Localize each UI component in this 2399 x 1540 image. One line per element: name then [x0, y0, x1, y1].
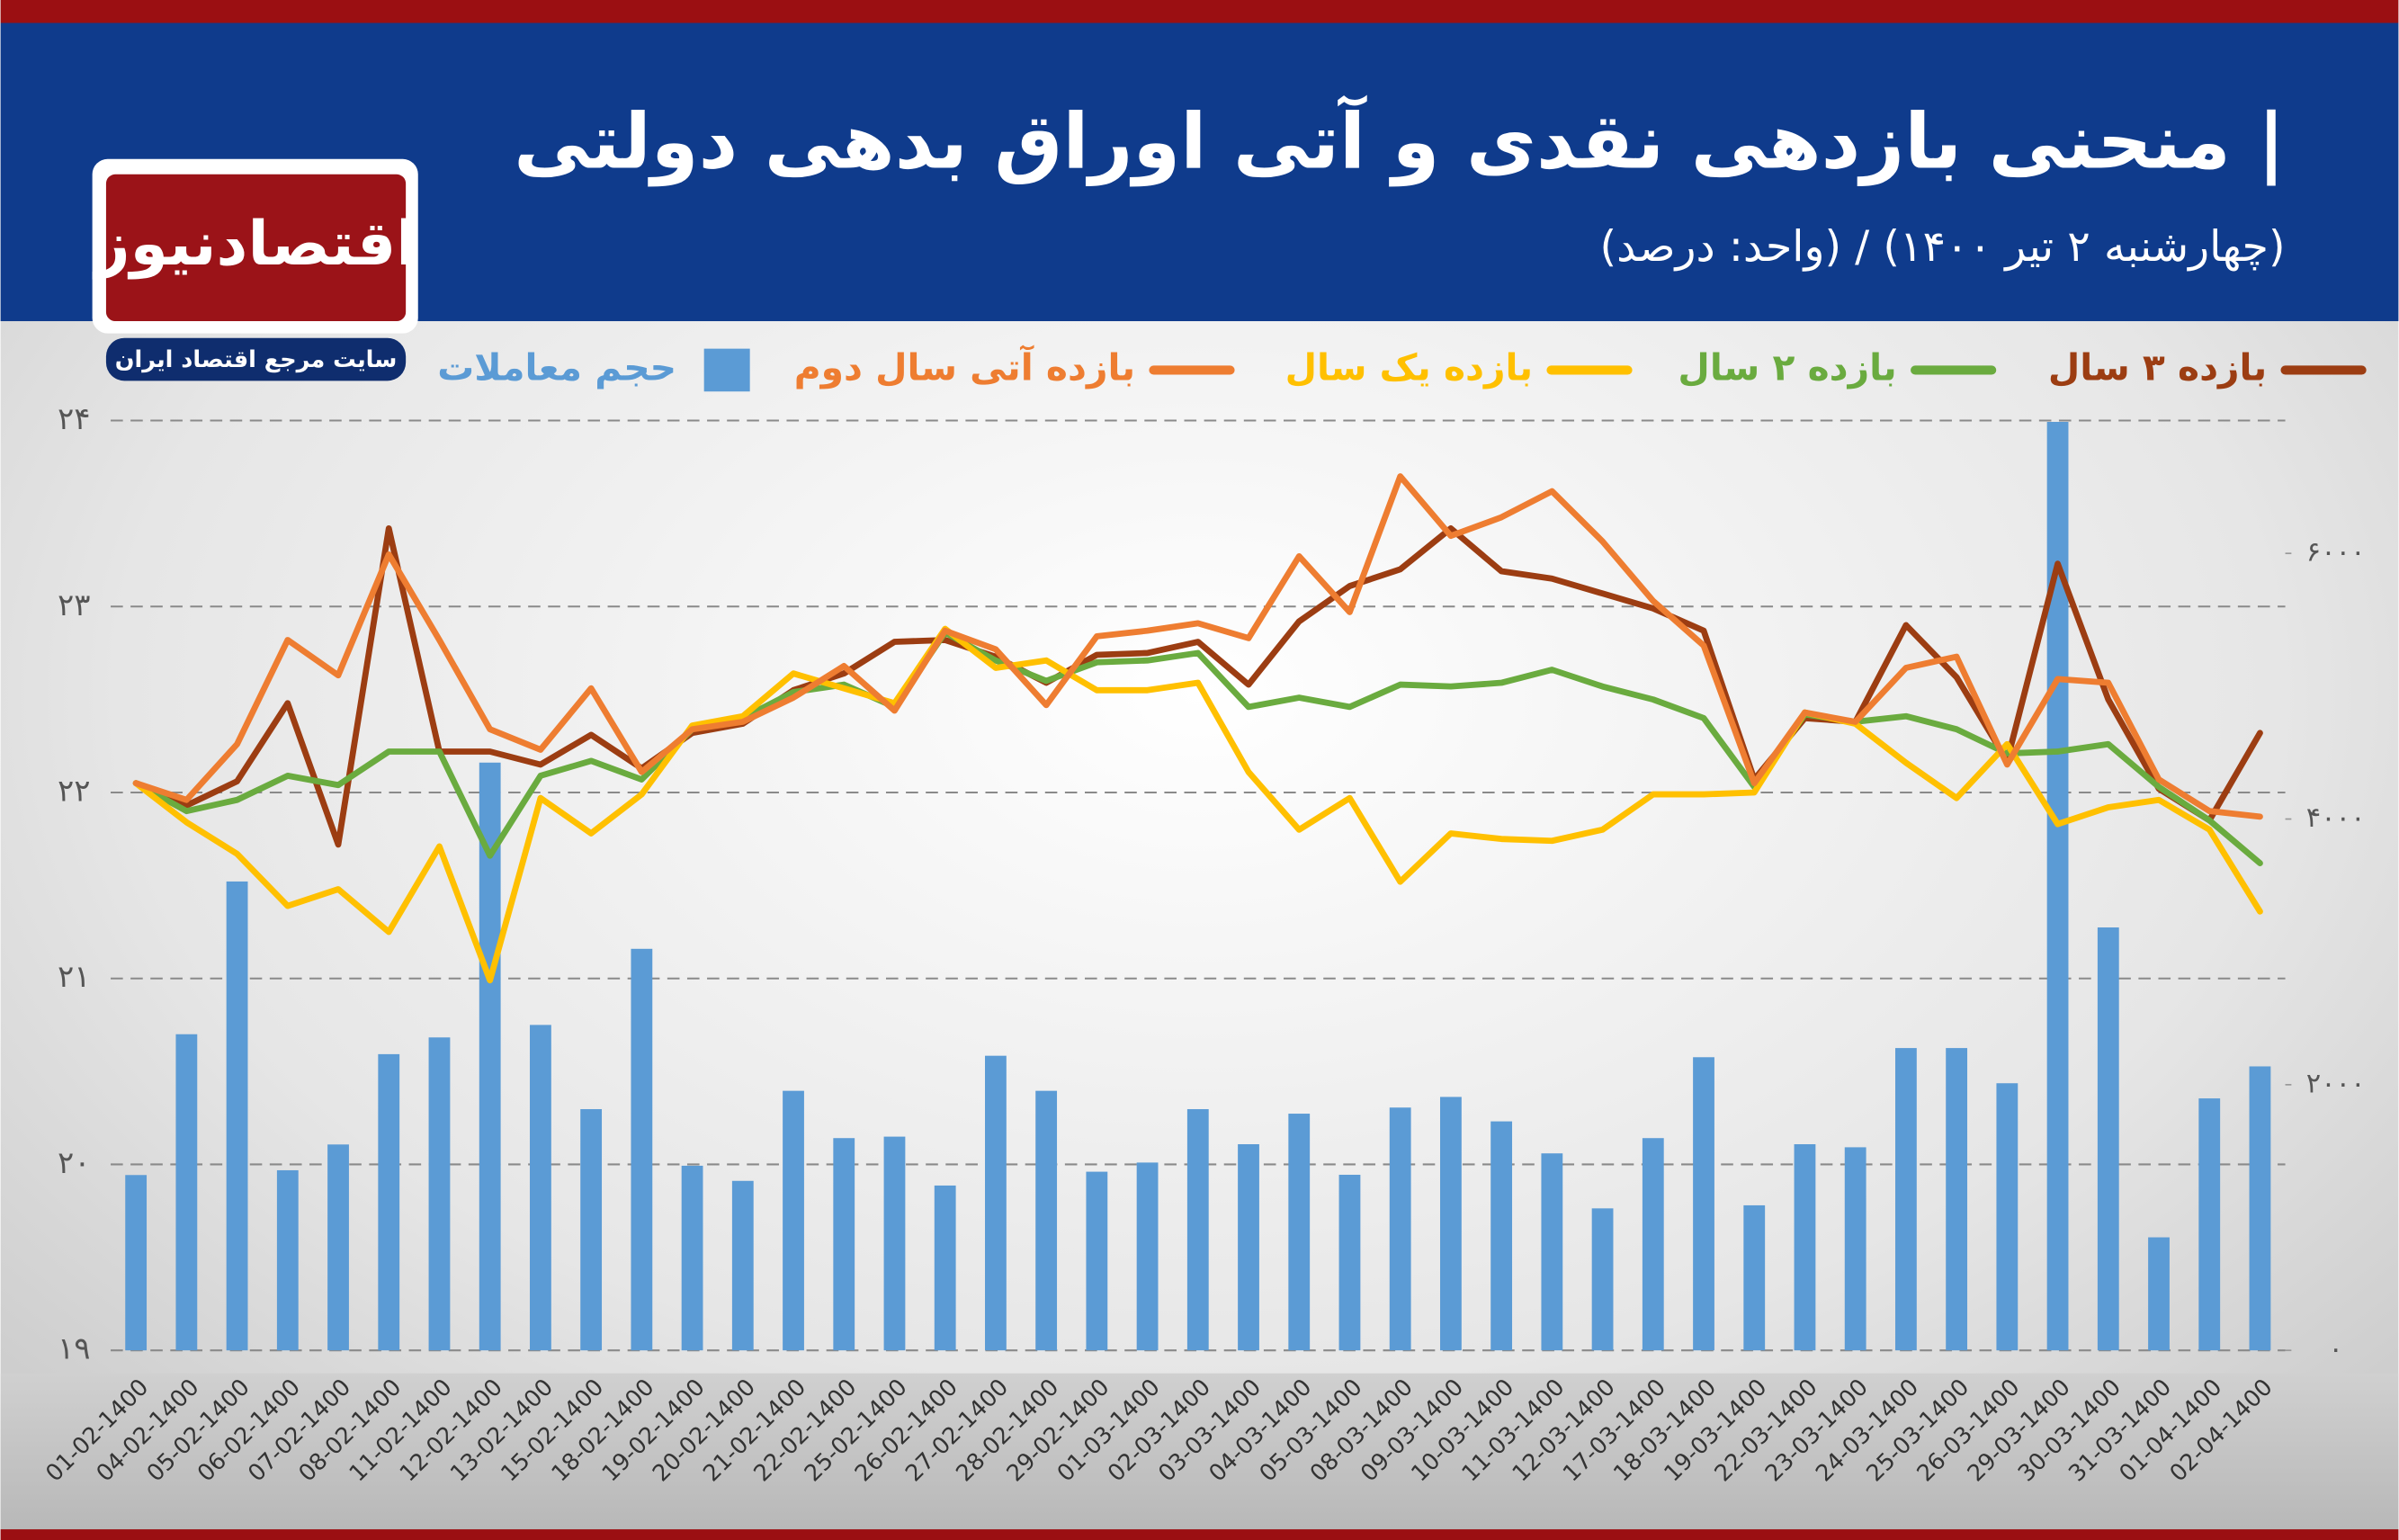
- line: [132, 525, 2263, 848]
- bar: [1136, 1162, 1159, 1351]
- bar: [226, 881, 248, 1351]
- bar: [2148, 1237, 2170, 1351]
- top-stripe: [0, 0, 2399, 23]
- y-tick-label: ۲۳: [58, 587, 91, 623]
- bar: [1794, 1144, 1816, 1351]
- line: [132, 625, 2263, 984]
- bar: [1996, 1083, 2019, 1351]
- bar: [833, 1138, 855, 1351]
- legend-swatch: [703, 348, 750, 392]
- bar: [631, 948, 653, 1351]
- y2-tick-label: ۰: [2328, 1334, 2342, 1365]
- y2-tick-label: ۲۰۰۰: [2306, 1068, 2366, 1099]
- bar: [2198, 1098, 2221, 1351]
- bar: [1238, 1144, 1259, 1351]
- legend-label: بازده یک سال: [1285, 345, 1533, 389]
- axis-band: [0, 1373, 2399, 1530]
- bottom-stripe: [0, 1529, 2399, 1540]
- logo-name: اقتصادنیوز: [92, 209, 416, 280]
- bar: [479, 762, 501, 1351]
- bar: [681, 1165, 703, 1351]
- bar: [783, 1090, 804, 1351]
- y-tick-label: ۱۹: [58, 1331, 91, 1367]
- bar: [530, 1025, 551, 1351]
- bar: [1035, 1090, 1058, 1351]
- bar: [1288, 1114, 1311, 1351]
- y-tick-label: ۲۲: [58, 773, 91, 809]
- bar: [1541, 1153, 1563, 1351]
- y-tick-label: ۲۴: [58, 401, 91, 437]
- bar: [934, 1185, 956, 1351]
- bar: [2249, 1066, 2271, 1351]
- y-tick-label: ۲۰: [58, 1145, 91, 1181]
- bar: [2097, 927, 2119, 1351]
- line: [132, 629, 2263, 866]
- bar: [731, 1180, 754, 1351]
- bar: [1086, 1171, 1108, 1351]
- bar: [1389, 1107, 1411, 1351]
- legend-label: بازده ۲ سال: [1678, 345, 1896, 389]
- bar: [1642, 1138, 1664, 1351]
- logo-tagline-box: [105, 337, 407, 381]
- bar: [1490, 1121, 1513, 1351]
- bar: [1743, 1204, 1766, 1351]
- y-tick-label: ۲۱: [58, 959, 91, 995]
- bar: [883, 1136, 906, 1351]
- logo-tagline: سایت مرجع اقتصاد ایران: [115, 346, 398, 373]
- logo-box: [105, 174, 407, 322]
- chart-subtitle: (چهارشنبه ۲ تیر ۱۴۰۰) / (واحد: درصد): [1600, 222, 2286, 272]
- bar: [580, 1109, 603, 1351]
- bar: [378, 1053, 400, 1351]
- bar: [1591, 1208, 1614, 1351]
- bar: [1186, 1109, 1209, 1351]
- y2-tick-label: ۴۰۰۰: [2306, 802, 2366, 834]
- bar: [175, 1034, 198, 1351]
- bar: [327, 1144, 349, 1351]
- line: [132, 473, 2263, 820]
- bar: [125, 1175, 148, 1351]
- bar: [1895, 1048, 1917, 1351]
- bar: [1338, 1174, 1361, 1351]
- bar: [1693, 1057, 1714, 1351]
- y2-tick-label: ۶۰۰۰: [2306, 537, 2366, 569]
- bar: [1844, 1147, 1866, 1351]
- bar: [428, 1037, 451, 1351]
- bar: [2046, 422, 2069, 1351]
- legend-label: حجم معاملات: [437, 345, 676, 389]
- bar: [1440, 1097, 1462, 1351]
- bar: [985, 1055, 1007, 1351]
- chart-title: | منحنی بازدهی نقدی و آتی اوراق بدهی دول…: [514, 94, 2285, 187]
- legend-label: بازده ۳ سال: [2048, 345, 2267, 389]
- bar: [276, 1169, 299, 1351]
- bar: [1946, 1048, 1968, 1351]
- legend-label: بازده آتی سال دوم: [794, 345, 1135, 389]
